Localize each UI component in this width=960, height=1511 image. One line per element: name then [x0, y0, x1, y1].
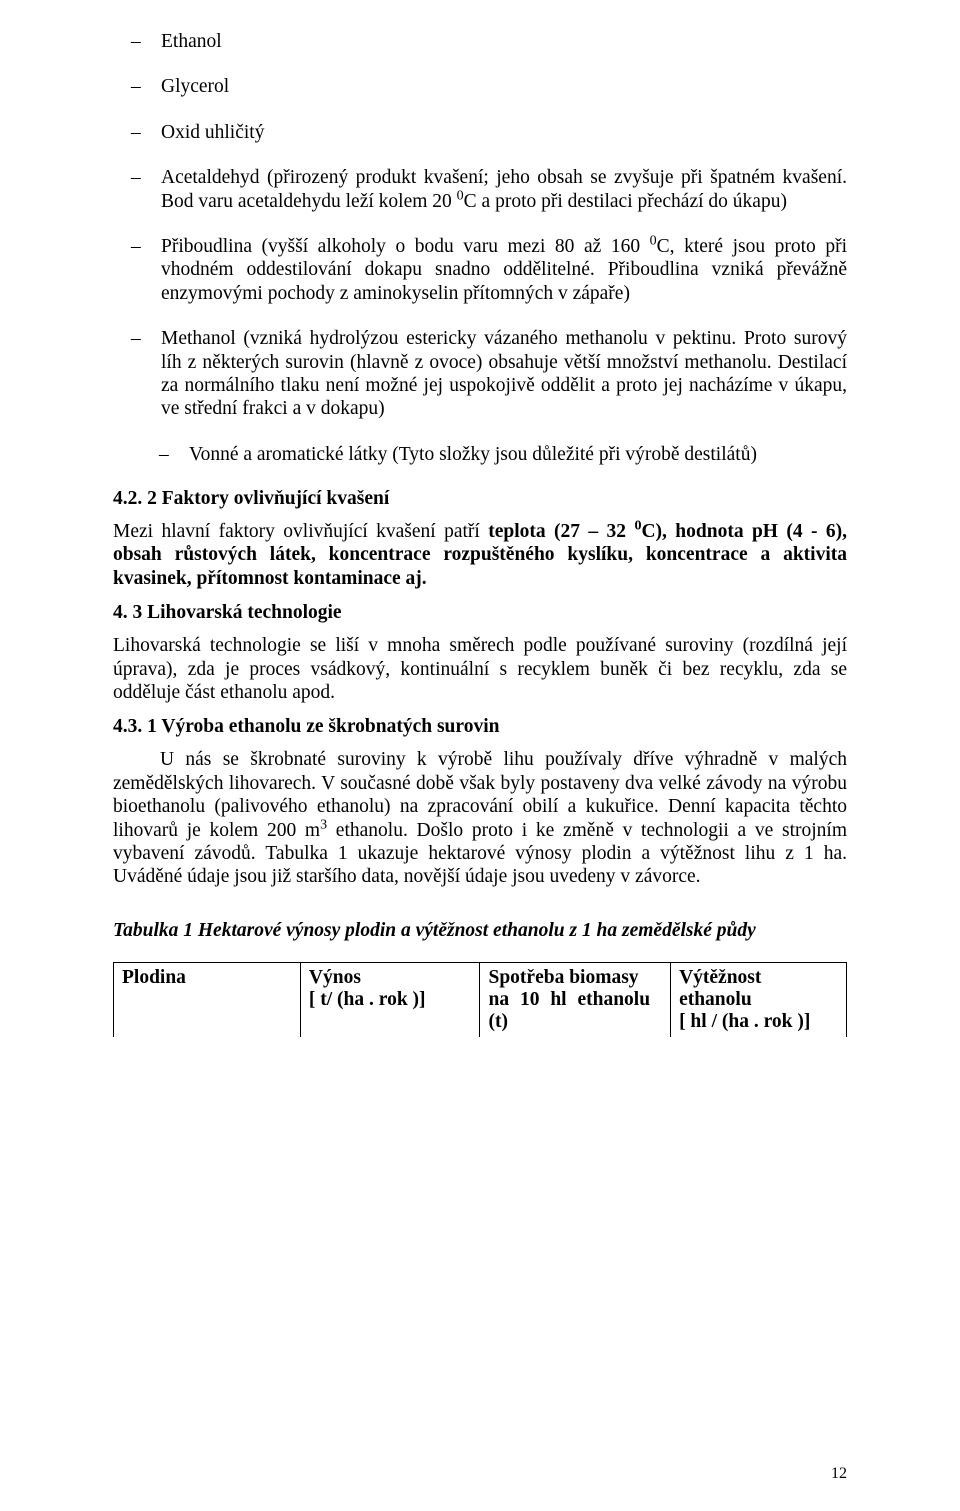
superscript: 0	[650, 232, 657, 248]
table-header-vyteznost: Výtěžnost ethanolu[ hl / (ha . rok )]	[671, 963, 847, 1038]
list-item-acetaldehyd: Acetaldehyd (přirozený produkt kvašení; …	[161, 166, 847, 213]
paragraph: U nás se škrobnaté suroviny k výrobě lih…	[113, 748, 847, 888]
table-header-plodina: Plodina	[114, 963, 301, 1038]
text: Výnos	[309, 967, 361, 988]
text: [ hl / (ha . rok )]	[679, 1011, 810, 1032]
list-item-priboudlina: Přiboudlina (vyšší alkoholy o bodu varu …	[161, 235, 847, 305]
text: teplota (27 – 32	[488, 521, 634, 542]
text: C a proto při destilaci přechází do úkap…	[464, 191, 787, 212]
table-row: Plodina Výnos[ t/ (ha . rok )] Spotřeba …	[114, 963, 847, 1038]
table-caption: Tabulka 1 Hektarové výnosy plodin a výtě…	[113, 919, 847, 942]
table-hektarove-vynosy: Plodina Výnos[ t/ (ha . rok )] Spotřeba …	[113, 962, 847, 1037]
list-item-vonne: Vonné a aromatické látky (Tyto složky js…	[189, 443, 847, 466]
table-header-vynos: Výnos[ t/ (ha . rok )]	[300, 963, 480, 1038]
list-item-ethanol: Ethanol	[161, 30, 847, 53]
section-heading-4-2-2: 4.2. 2 Faktory ovlivňující kvašení	[113, 488, 847, 510]
superscript: 0	[457, 187, 464, 203]
text: Mezi hlavní faktory ovlivňující kvašení …	[113, 521, 488, 542]
text: [ t/ (ha . rok )]	[309, 989, 426, 1010]
list-item-methanol: Methanol (vzniká hydrolýzou estericky vá…	[161, 327, 847, 421]
page: Ethanol Glycerol Oxid uhličitý Acetaldeh…	[0, 0, 960, 1511]
page-number: 12	[831, 1465, 847, 1483]
bullet-list-inner: Vonné a aromatické látky (Tyto složky js…	[113, 443, 847, 466]
text: Spotřeba biomasy	[488, 967, 638, 988]
list-item-glycerol: Glycerol	[161, 75, 847, 98]
section-heading-4-3: 4. 3 Lihovarská technologie	[113, 602, 847, 624]
list-item-oxid: Oxid uhličitý	[161, 121, 847, 144]
section-heading-4-3-1: 4.3. 1 Výroba ethanolu ze škrobnatých su…	[113, 716, 847, 738]
text: Plodina	[122, 967, 186, 988]
text: Výtěžnost ethanolu	[679, 967, 761, 1010]
text: na 10 hl ethanolu (t)	[488, 989, 650, 1032]
text: Přiboudlina (vyšší alkoholy o bodu varu …	[161, 236, 650, 257]
table-header-spotreba: Spotřeba biomasyna 10 hl ethanolu (t)	[480, 963, 671, 1038]
paragraph: Lihovarská technologie se liší v mnoha s…	[113, 634, 847, 704]
bullet-list-main: Ethanol Glycerol Oxid uhličitý Acetaldeh…	[113, 30, 847, 421]
paragraph: Mezi hlavní faktory ovlivňující kvašení …	[113, 520, 847, 590]
